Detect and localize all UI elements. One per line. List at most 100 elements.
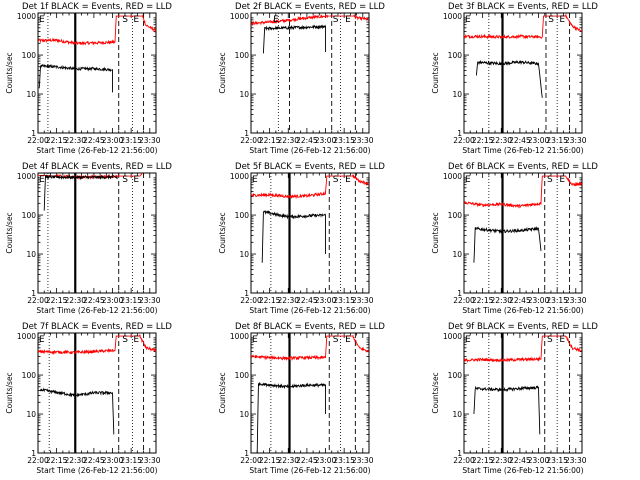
x-axis-label: Start Time (26-Feb-12 21:56:00) [462, 306, 583, 315]
events-series-line [40, 387, 115, 435]
y-tick-label: 1 [457, 289, 462, 298]
y-axis-label: Counts/sec [431, 52, 440, 93]
plot-frame [250, 332, 370, 454]
x-tick-label: 23:00 [528, 296, 550, 305]
panel-title: Det 4f BLACK = Events, RED = LLD [22, 162, 172, 172]
x-tick-label: 23:00 [528, 136, 550, 145]
plot-frame [37, 12, 157, 134]
x-tick-label: 23:15 [120, 296, 142, 305]
plot-frame [250, 172, 370, 294]
x-tick-label: 22:15 [46, 296, 68, 305]
y-tick-label: 1000 [17, 12, 36, 21]
panel-title: Det 8f BLACK = Events, RED = LLD [235, 322, 385, 332]
annotation-e: E [39, 15, 45, 25]
x-axis-label: Start Time (26-Feb-12 21:56:00) [36, 466, 157, 475]
panel-4: Det 4f BLACK = Events, RED = LLD 1 10 100 10… [5, 162, 172, 315]
x-tick-label: 22:15 [472, 136, 494, 145]
y-tick-label: 100 [448, 211, 463, 220]
events-series-line [261, 209, 326, 263]
x-tick-label: 22:00 [453, 136, 475, 145]
y-tick-label: 1000 [443, 332, 462, 341]
x-axis-label: Start Time (26-Feb-12 21:56:00) [36, 146, 157, 155]
y-tick-label: 100 [22, 371, 37, 380]
x-tick-label: 22:15 [259, 456, 281, 465]
events-series-line [256, 382, 326, 453]
x-axis-label: Start Time (26-Feb-12 21:56:00) [462, 466, 583, 475]
x-tick-label: 23:00 [102, 136, 124, 145]
panel-title: Det 2f BLACK = Events, RED = LLD [235, 2, 385, 12]
y-axis-label: Counts/sec [5, 372, 14, 413]
annotation-e: E [252, 335, 258, 345]
y-tick-label: 1 [457, 129, 462, 138]
lld-series-line [38, 334, 156, 355]
x-axis-label: Start Time (26-Feb-12 21:56:00) [249, 466, 370, 475]
annotation-e: E [345, 15, 351, 25]
x-tick-label: 23:30 [139, 456, 161, 465]
x-tick-label: 22:30 [490, 296, 512, 305]
x-tick-label: 22:00 [240, 456, 262, 465]
y-tick-label: 10 [239, 90, 249, 99]
panel-8: Det 8f BLACK = Events, RED = LLD 1 10 100 10… [218, 322, 385, 475]
panel-title: Det 3f BLACK = Events, RED = LLD [448, 2, 598, 12]
annotation-e: E [252, 175, 258, 185]
y-tick-label: 10 [452, 410, 462, 419]
y-tick-label: 1 [244, 129, 249, 138]
y-tick-label: 1000 [230, 172, 249, 181]
x-tick-label: 22:30 [64, 136, 86, 145]
annotation-s: S [547, 175, 553, 185]
plot-area [251, 13, 369, 133]
y-tick-label: 1 [31, 129, 36, 138]
annotation-s: S [122, 335, 128, 345]
x-tick-label: 23:00 [315, 296, 337, 305]
plot-area [38, 333, 156, 453]
annotation-e: E [133, 335, 139, 345]
panel-title: Det 1f BLACK = Events, RED = LLD [22, 2, 172, 12]
x-tick-label: 22:15 [46, 136, 68, 145]
x-tick-label: 23:15 [333, 136, 355, 145]
annotation-e: E [465, 15, 471, 25]
panel-6: Det 6f BLACK = Events, RED = LLD 1 10 100 10… [431, 162, 598, 315]
plot-area [251, 173, 369, 293]
y-tick-label: 10 [26, 90, 36, 99]
x-tick-label: 22:15 [259, 296, 281, 305]
y-tick-label: 100 [22, 51, 37, 60]
x-tick-label: 23:30 [352, 136, 374, 145]
lld-series-line [38, 14, 156, 46]
lld-series-line [464, 175, 582, 209]
x-tick-label: 23:30 [565, 456, 587, 465]
x-tick-label: 23:15 [120, 456, 142, 465]
y-axis-label: Counts/sec [5, 212, 14, 253]
x-tick-label: 22:00 [27, 136, 49, 145]
x-tick-label: 22:45 [83, 456, 105, 465]
x-tick-label: 23:00 [102, 456, 124, 465]
x-tick-label: 22:15 [46, 456, 68, 465]
x-tick-label: 22:15 [472, 296, 494, 305]
x-axis-label: Start Time (26-Feb-12 21:56:00) [36, 306, 157, 315]
plot-area [464, 13, 582, 133]
y-tick-label: 1000 [230, 12, 249, 21]
plot-area [251, 333, 369, 453]
lld-series-line [251, 173, 369, 200]
x-tick-label: 23:00 [315, 136, 337, 145]
events-series-line [473, 385, 541, 435]
annotation-s: S [548, 15, 554, 25]
y-axis: 1 10 100 1000 [17, 332, 156, 458]
annotation-e: E [559, 15, 565, 25]
y-axis: 1 10 100 1000 [443, 332, 582, 458]
x-axis-label: Start Time (26-Feb-12 21:56:00) [462, 146, 583, 155]
plot-frame [463, 332, 583, 454]
panel-1: Det 1f BLACK = Events, RED = LLD 1 10 100 10… [5, 2, 172, 155]
x-tick-label: 23:00 [102, 296, 124, 305]
panel-title: Det 9f BLACK = Events, RED = LLD [448, 322, 598, 332]
y-axis-label: Counts/sec [5, 52, 14, 93]
y-tick-label: 1000 [443, 172, 462, 181]
y-axis: 1 10 100 1000 [230, 172, 369, 298]
y-tick-label: 10 [452, 250, 462, 259]
y-axis-label: Counts/sec [218, 52, 227, 93]
panel-title: Det 5f BLACK = Events, RED = LLD [235, 162, 385, 172]
